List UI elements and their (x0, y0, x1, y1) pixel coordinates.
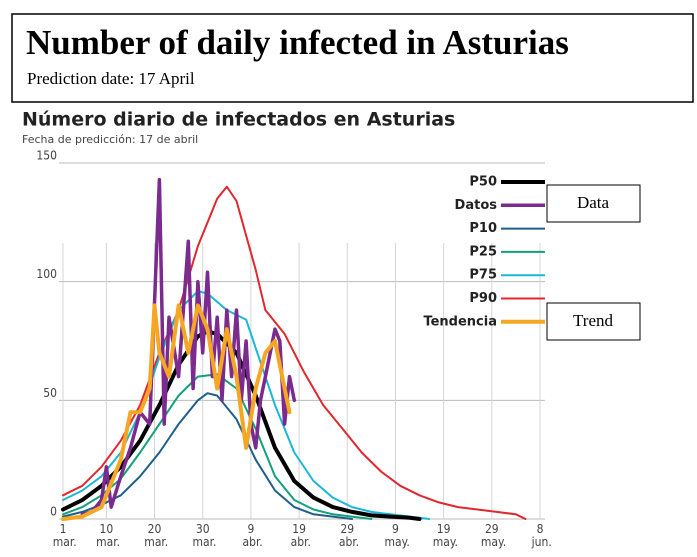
legend-label: P25 (469, 244, 497, 259)
x-tick-label-part: abr. (287, 535, 311, 549)
x-tick-label: 9 may. (381, 522, 410, 549)
series-line (62, 185, 527, 520)
annotation-box (546, 184, 641, 223)
x-tick-label-part: may. (477, 535, 506, 549)
x-tick-label: 1 mar. (49, 522, 76, 549)
x-tick-label-part: 10 (99, 522, 113, 536)
x-tick-label-part: 30 (196, 522, 210, 536)
chart-title: Número diario de infectados en Asturias (22, 109, 455, 131)
header-box (11, 13, 694, 103)
y-tick-label: 100 (36, 267, 57, 281)
x-tick-label-part: 29 (485, 522, 499, 536)
y-tick-label: 150 (36, 149, 57, 163)
x-tick-label-part: 8 (537, 522, 544, 536)
x-tick-label-part: mar. (141, 535, 168, 549)
x-tick-label-part: 1 (60, 522, 67, 536)
x-tick-label-part: jun. (528, 535, 552, 549)
annotation-box (546, 302, 641, 341)
x-tick-label: 19 may. (429, 522, 458, 549)
header-title: Number of daily infected in Asturias (26, 23, 569, 62)
x-tick-label-part: 29 (340, 522, 354, 536)
series-line (80, 177, 297, 517)
x-tick-label: 10 mar. (93, 522, 120, 549)
legend-label: Tendencia (423, 314, 497, 329)
x-tick-label: 20 mar. (141, 522, 168, 549)
x-tick-label: 9 abr. (239, 522, 263, 549)
legend-label: P75 (469, 268, 497, 283)
x-tick-label-part: 20 (148, 522, 162, 536)
y-tick-label: 50 (43, 386, 57, 400)
x-tick-label-part: mar. (189, 535, 216, 549)
legend-label: Datos (455, 198, 498, 213)
x-tick-label-part: 19 (292, 522, 306, 536)
y-tick-label: 0 (50, 505, 57, 519)
legend-label: P50 (469, 175, 497, 190)
x-tick-label-part: mar. (93, 535, 120, 549)
x-tick-label-part: 9 (247, 522, 254, 536)
annotation: Data (577, 193, 610, 212)
x-tick-label: 29 may. (477, 522, 506, 549)
header-subtitle: Prediction date: 17 April (27, 69, 195, 88)
legend-label: P10 (469, 221, 497, 236)
x-tick-label: 30 mar. (189, 522, 216, 549)
x-tick-label: 29 abr. (335, 522, 359, 549)
series-line (61, 303, 292, 521)
x-tick-label-part: 9 (392, 522, 399, 536)
series-line (62, 373, 373, 520)
x-tick-label: 8 jun. (528, 522, 552, 549)
chart-subtitle: Fecha de predicción: 17 de abril (22, 133, 198, 146)
legend-label: P90 (469, 291, 497, 306)
x-tick-label-part: mar. (49, 535, 76, 549)
x-tick-label-part: 19 (437, 522, 451, 536)
x-tick-label-part: may. (381, 535, 410, 549)
annotation: Trend (573, 311, 613, 330)
x-tick-label-part: abr. (239, 535, 263, 549)
x-tick-label-part: may. (429, 535, 458, 549)
x-tick-label: 19 abr. (287, 522, 311, 549)
x-tick-label-part: abr. (335, 535, 359, 549)
series-line (62, 290, 431, 520)
